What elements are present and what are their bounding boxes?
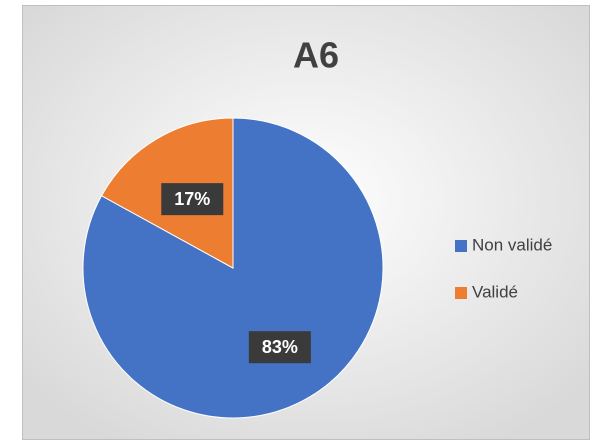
data-label-box (248, 331, 311, 364)
data-label-box (161, 183, 224, 216)
legend-swatch (455, 287, 467, 299)
data-label: 17% (174, 189, 210, 209)
legend-label: Non validé (472, 235, 552, 254)
legend-label: Validé (472, 282, 518, 301)
data-label: 83% (262, 337, 298, 357)
chart-title: A6 (293, 35, 339, 76)
legend-swatch (455, 240, 467, 252)
